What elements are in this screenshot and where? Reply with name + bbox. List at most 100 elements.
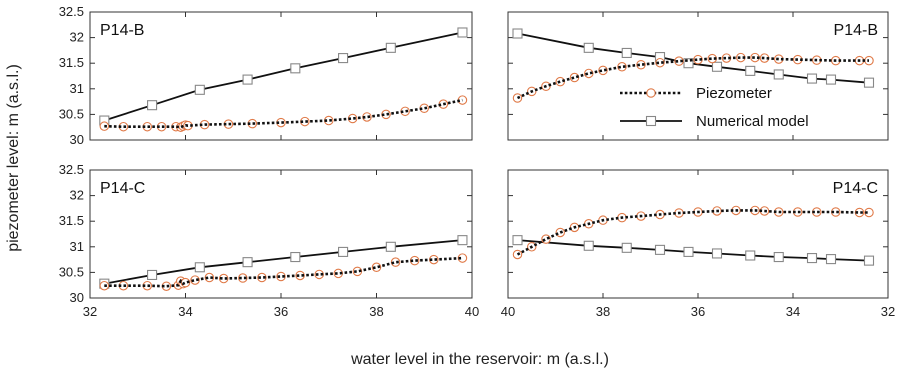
panel-bottom-right: 40 38 36 34 32 P14-C: [501, 169, 895, 319]
x-tick-label: 34: [786, 304, 800, 319]
y-tick-label: 30: [70, 290, 84, 305]
piezometer-line: [516, 209, 869, 256]
piezometer-point: [257, 272, 267, 283]
x-tick-label: 40: [501, 304, 515, 319]
model-line: [104, 239, 463, 285]
model-point: [583, 240, 594, 251]
x-tick-label: 38: [369, 304, 383, 319]
piezometer-point: [276, 271, 286, 282]
x-tick-label: 36: [691, 304, 705, 319]
model-point: [745, 250, 756, 261]
panel-top-right: P14-B Piezometer Numerical model: [507, 11, 889, 141]
piezometer-point: [864, 207, 874, 218]
model-point: [806, 253, 818, 264]
y-tick-label: 31: [70, 239, 84, 254]
y-tick-label: 32.5: [59, 162, 84, 177]
model-point: [385, 42, 396, 53]
model-point: [621, 47, 632, 59]
y-tick-labels: [508, 169, 888, 299]
panel-bottom-left: 30 30.5 31 31.5 32 32.5 32 34 36 38 40 P14-C: [59, 162, 480, 319]
piezometer-point: [218, 273, 229, 284]
piezometer-point: [190, 275, 200, 285]
piezometer-point: [598, 65, 608, 76]
y-tick-label: 31: [70, 81, 84, 96]
model-point: [683, 58, 694, 69]
x-tick-label: 38: [596, 304, 610, 319]
model-point: [385, 241, 396, 252]
y-tick-label: 31.5: [59, 213, 84, 228]
piezometer-line: [104, 98, 463, 129]
model-point: [863, 77, 875, 88]
y-tick-label: 30.5: [59, 264, 84, 279]
piezometer-point: [693, 54, 703, 65]
model-point: [147, 269, 158, 281]
y-tick-label: 32.5: [59, 4, 84, 19]
piezometer-point: [429, 254, 439, 265]
panel-label: P14-C: [833, 180, 878, 197]
panel-label: P14-B: [834, 22, 878, 39]
model-point: [745, 65, 756, 76]
piezometer-point: [238, 273, 248, 283]
model-point: [683, 246, 694, 257]
panel-label: P14-B: [100, 22, 144, 39]
piezometer-point: [295, 270, 305, 281]
piezometer-point: [333, 268, 344, 279]
piezometer-point: [314, 269, 324, 280]
legend: Piezometer Numerical model: [620, 85, 809, 130]
piezometer-point: [352, 266, 363, 277]
legend-model-marker: [645, 115, 657, 127]
model-point: [863, 255, 875, 266]
panel-label: P14-C: [100, 180, 145, 197]
piezometer-point: [512, 93, 523, 103]
piezometer-line: [104, 256, 463, 288]
model-point: [583, 42, 594, 53]
model-point: [825, 254, 837, 265]
y-tick-label: 32: [70, 188, 84, 203]
y-tick-labels: [508, 11, 888, 141]
panels-layer: 30 30.5 31 31.5 32 32.5 P14-B P14-B Piezometer Nu…: [59, 4, 896, 319]
x-tick-labels: [89, 12, 473, 140]
y-tick-labels: 30 30.5 31 31.5 32 32.5: [59, 162, 472, 305]
model-point: [621, 242, 632, 253]
model-point: [773, 251, 784, 263]
model-point: [194, 262, 205, 273]
model-point: [806, 73, 818, 84]
y-axis-title: piezometer level: m (a.s.l.): [5, 64, 22, 252]
y-tick-label: 30: [70, 132, 84, 147]
model-point: [711, 61, 723, 72]
piezometer-point: [674, 56, 684, 66]
y-tick-label: 31.5: [59, 55, 84, 70]
y-tick-label: 30.5: [59, 106, 84, 121]
x-tick-label: 40: [465, 304, 479, 319]
x-tick-labels: 40 38 36 34 32: [501, 170, 895, 319]
x-tick-labels: 32 34 36 38 40: [83, 170, 479, 319]
piezometer-point: [617, 62, 627, 72]
piezometer-point: [457, 253, 468, 263]
y-tick-labels: 30 30.5 31 31.5 32 32.5: [59, 4, 472, 147]
legend-piezometer-label: Piezometer: [696, 85, 772, 102]
model-point: [242, 74, 253, 85]
model-point: [338, 246, 349, 257]
x-axis-title: water level in the reservoir: m (a.s.l.): [350, 351, 609, 368]
piezometer-point: [583, 68, 594, 79]
model-point: [147, 100, 158, 111]
model-point: [512, 235, 523, 246]
model-line: [104, 31, 463, 122]
y-tick-label: 32: [70, 30, 84, 45]
model-point: [194, 84, 205, 95]
legend-model-label: Numerical model: [696, 113, 809, 130]
model-point: [773, 69, 784, 80]
model-point: [512, 28, 523, 39]
x-tick-label: 36: [274, 304, 288, 319]
plot-frame: [507, 169, 889, 299]
piezometer-point: [371, 262, 382, 273]
model-point: [457, 27, 468, 38]
model-point: [825, 74, 837, 85]
model-point: [290, 251, 301, 263]
model-point: [711, 248, 723, 259]
piezometer-point: [655, 57, 665, 68]
model-point: [654, 244, 666, 255]
legend-piezometer-marker: [646, 88, 656, 98]
panel-top-left: 30 30.5 31 31.5 32 32.5 P14-B: [59, 4, 473, 147]
